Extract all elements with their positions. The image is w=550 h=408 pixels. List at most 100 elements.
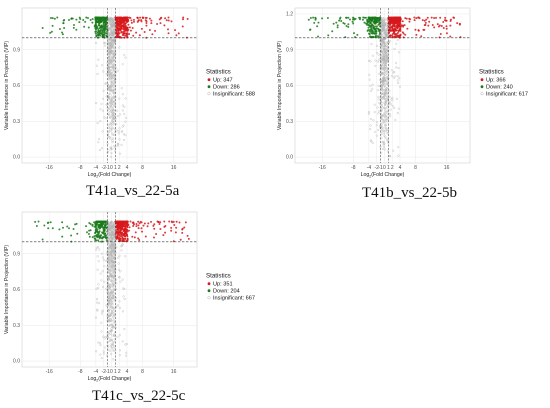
data-point: [391, 104, 394, 108]
data-point: [385, 66, 388, 69]
data-point: [111, 89, 114, 92]
data-point: [167, 32, 170, 35]
data-point: [369, 35, 372, 38]
data-point: [374, 32, 377, 35]
data-point: [119, 226, 122, 229]
data-point: [361, 18, 364, 21]
data-point: [119, 229, 122, 232]
data-point: [398, 85, 401, 88]
data-point: [345, 24, 348, 27]
data-point: [109, 89, 112, 92]
x-tick-label: 0: [110, 369, 113, 375]
data-point: [309, 17, 312, 20]
data-point: [137, 220, 140, 223]
data-point: [449, 18, 452, 21]
data-point: [113, 94, 116, 97]
data-point: [147, 222, 150, 225]
data-point: [111, 132, 114, 135]
data-point: [126, 29, 129, 32]
data-point: [108, 49, 111, 52]
x-tick-labels: -16 -8 -4 -2 -1 0 1 2 4 8 16: [46, 165, 177, 171]
data-point: [385, 137, 388, 140]
data-point: [125, 220, 128, 223]
data-point: [127, 23, 130, 26]
legend-label-down: Down: 240: [486, 85, 513, 91]
x-tick-label: -16: [319, 165, 326, 171]
data-point: [150, 22, 153, 25]
data-point: [102, 335, 105, 338]
data-point: [101, 236, 104, 239]
data-point: [396, 19, 399, 22]
x-tick-labels: -16 -8 -4 -2 -1 0 1 2 4 8 16: [46, 369, 177, 375]
data-point: [121, 22, 124, 25]
data-point: [379, 115, 383, 118]
data-point: [383, 45, 386, 48]
data-point: [113, 48, 116, 51]
data-points: [41, 16, 189, 158]
data-point: [118, 97, 121, 100]
data-point: [371, 18, 374, 21]
data-point: [128, 16, 131, 19]
data-point: [118, 223, 121, 226]
data-point: [381, 148, 384, 151]
data-point: [115, 225, 118, 228]
data-point: [449, 35, 452, 38]
data-point: [383, 61, 386, 64]
y-tick-labels: 0.0 0.3 0.6 0.9: [13, 251, 20, 364]
data-point: [113, 347, 116, 350]
data-point: [113, 292, 116, 295]
data-point: [417, 29, 420, 32]
data-point: [374, 30, 377, 33]
data-point: [370, 17, 373, 20]
data-point: [121, 278, 124, 281]
data-point: [397, 66, 400, 70]
data-point: [75, 222, 78, 225]
data-point: [112, 253, 115, 256]
data-point: [384, 32, 387, 35]
data-point: [96, 21, 99, 24]
data-point: [367, 26, 370, 29]
data-point: [109, 255, 112, 258]
data-point: [124, 22, 127, 25]
x-tick-label: -1: [105, 369, 110, 375]
data-point: [107, 52, 111, 55]
data-point: [307, 18, 310, 21]
data-point: [120, 31, 123, 34]
data-point: [127, 20, 130, 23]
data-point: [358, 16, 361, 19]
data-point: [145, 16, 148, 19]
data-point: [105, 239, 108, 242]
data-point: [107, 65, 110, 69]
x-tick-label: -2: [374, 165, 379, 171]
legend-title: Statistics: [206, 69, 231, 76]
data-point: [108, 337, 111, 340]
data-point: [384, 104, 387, 107]
data-point: [111, 88, 114, 91]
data-point: [101, 64, 104, 67]
data-point: [124, 116, 127, 119]
data-point: [186, 234, 189, 237]
data-point: [109, 329, 112, 332]
data-point: [136, 16, 139, 19]
data-point: [347, 16, 350, 19]
data-point: [383, 19, 386, 22]
data-point: [109, 17, 112, 20]
data-point: [37, 220, 40, 223]
data-point: [146, 225, 149, 228]
data-point: [110, 114, 113, 117]
x-tick-label: 4: [399, 165, 402, 171]
data-point: [108, 245, 111, 248]
data-point: [383, 118, 386, 121]
data-point: [108, 93, 111, 96]
data-point: [108, 224, 111, 227]
data-point: [101, 270, 104, 273]
data-point: [110, 239, 113, 242]
x-tick-label: 8: [414, 165, 417, 171]
data-point: [103, 280, 106, 283]
data-point: [106, 41, 109, 44]
caption-panel-c: T41c_vs_22-5c: [92, 388, 186, 404]
data-point: [75, 28, 78, 31]
data-point: [120, 223, 123, 226]
data-point: [100, 222, 103, 225]
data-point: [137, 224, 140, 227]
